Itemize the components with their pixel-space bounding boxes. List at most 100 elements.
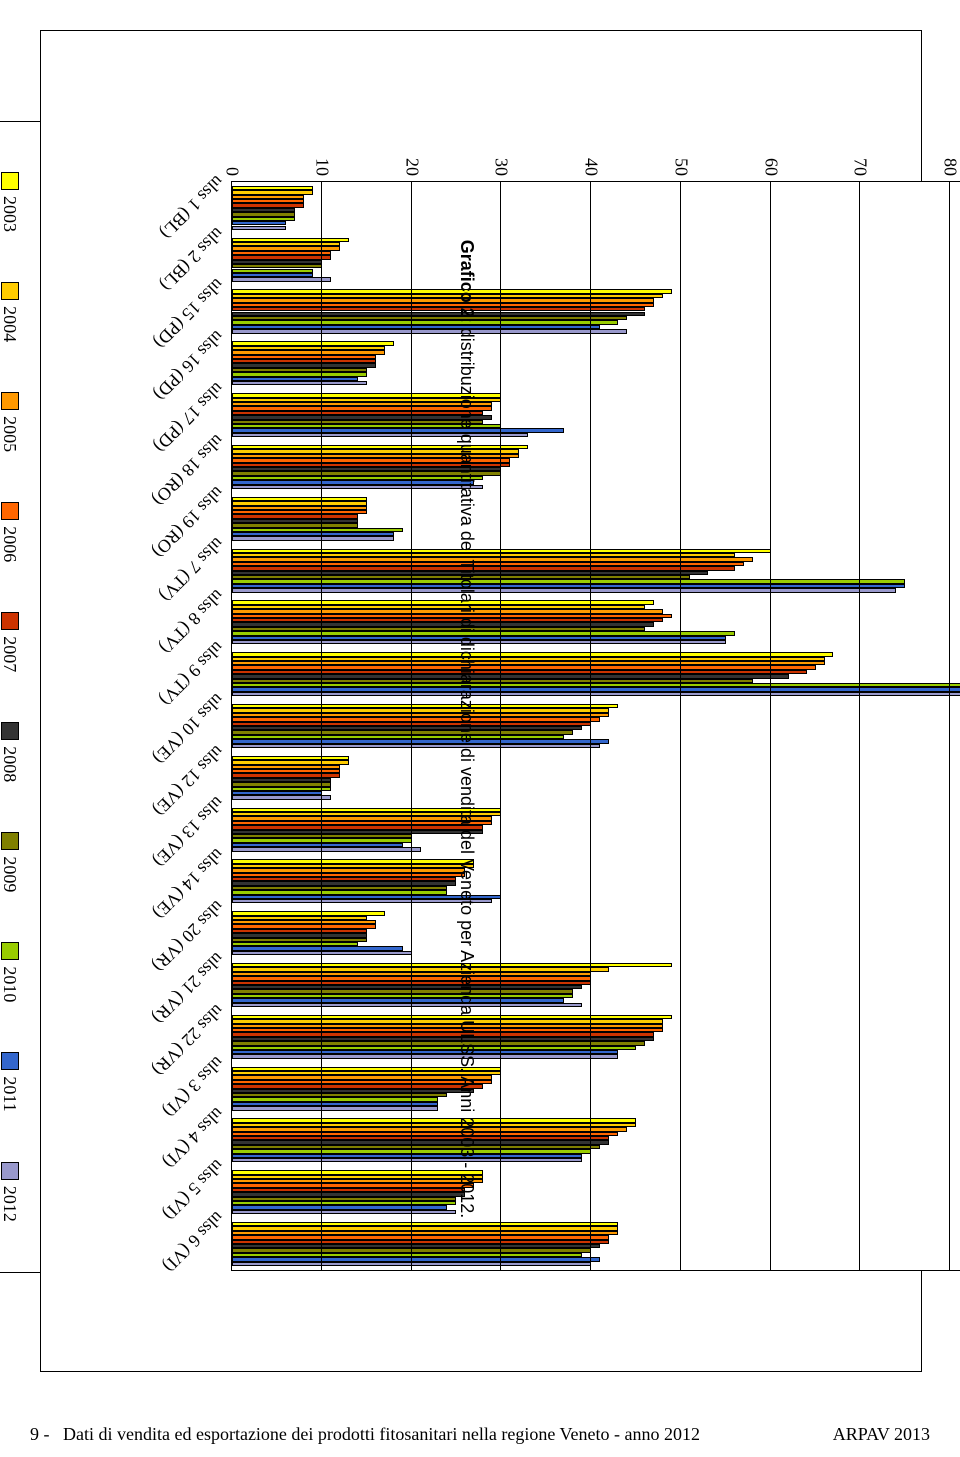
gridline — [411, 182, 412, 1270]
category-group: ulss 5 (VI) — [232, 1166, 960, 1218]
category-group: ulss 7 (TV) — [232, 545, 960, 597]
page-number: 9 — [30, 1424, 39, 1444]
legend-item: 2009 — [0, 832, 21, 892]
category-group: ulss 12 (VE) — [232, 752, 960, 804]
chart-outer-border: Titolari di esercizi di vendita n. ulss … — [40, 30, 922, 1372]
y-tick-label: 40 — [581, 158, 602, 182]
category-group: ulss 1 (BL) — [232, 182, 960, 234]
y-tick-label: 80 — [940, 158, 960, 182]
gridline — [859, 182, 860, 1270]
plot-area: ulss 1 (BL)ulss 2 (BL)ulss 15 (PD)ulss 1… — [231, 181, 960, 1271]
bar — [232, 1210, 456, 1214]
legend-label: 2006 — [0, 526, 21, 562]
legend-item: 2007 — [0, 612, 21, 672]
category-group: ulss 3 (VI) — [232, 1063, 960, 1115]
legend-label: 2003 — [0, 196, 21, 232]
category-group: ulss 15 (PD) — [232, 286, 960, 338]
legend-swatch — [1, 942, 19, 960]
bar — [232, 1054, 618, 1058]
bars-layer: ulss 1 (BL)ulss 2 (BL)ulss 15 (PD)ulss 1… — [232, 182, 960, 1270]
bar — [232, 381, 367, 385]
y-tick-label: 0 — [222, 167, 243, 182]
category-group: ulss 20 (VR) — [232, 907, 960, 959]
category-group: ulss 10 (VE) — [232, 700, 960, 752]
legend-swatch — [1, 722, 19, 740]
category-group: ulss 14 (VE) — [232, 856, 960, 908]
legend-label: 2008 — [0, 746, 21, 782]
bar — [232, 226, 286, 230]
legend-label: 2010 — [0, 966, 21, 1002]
y-tick-label: 30 — [491, 158, 512, 182]
legend-label: 2004 — [0, 306, 21, 342]
legend-swatch — [1, 1162, 19, 1180]
bar — [232, 1003, 582, 1007]
legend-item: 2008 — [0, 722, 21, 782]
legend-swatch — [1, 612, 19, 630]
gridline — [949, 182, 950, 1270]
legend-swatch — [1, 1052, 19, 1070]
bar — [232, 692, 960, 696]
category-group: ulss 17 (PD) — [232, 389, 960, 441]
footer-right: ARPAV 2013 — [833, 1424, 930, 1445]
category-group: ulss 13 (VE) — [232, 804, 960, 856]
legend-item: 2004 — [0, 282, 21, 342]
gridline — [680, 182, 681, 1270]
category-group: ulss 16 (PD) — [232, 337, 960, 389]
caption-label: Grafico 2 — [457, 239, 477, 317]
category-group: ulss 9 (TV) — [232, 648, 960, 700]
y-tick-label: 50 — [670, 158, 691, 182]
bar — [232, 899, 492, 903]
page-footer: 9 - Dati di vendita ed esportazione dei … — [30, 1424, 930, 1445]
bar — [232, 795, 331, 799]
figure-caption: Grafico 2: distribuzione quantitativa de… — [456, 239, 477, 1218]
legend-item: 2010 — [0, 942, 21, 1002]
bar — [232, 329, 627, 333]
legend-item: 2006 — [0, 502, 21, 562]
legend-swatch — [1, 502, 19, 520]
bar — [232, 485, 483, 489]
y-tick-label: 10 — [311, 158, 332, 182]
caption-text: : distribuzione quantitativa dei Titolar… — [457, 317, 477, 1218]
y-tick-label: 70 — [850, 158, 871, 182]
category-group: ulss 18 (RO) — [232, 441, 960, 493]
page-dash: - — [44, 1424, 50, 1444]
category-group: ulss 22 (VR) — [232, 1011, 960, 1063]
legend-swatch — [1, 282, 19, 300]
legend-label: 2011 — [0, 1076, 21, 1111]
bar — [232, 433, 528, 437]
gridline — [770, 182, 771, 1270]
legend: 2003 2004 2005 2006 2007 2008 2009 2010 2011 2012 — [0, 121, 41, 1273]
legend-label: 2007 — [0, 636, 21, 672]
legend-label: 2012 — [0, 1186, 21, 1222]
legend-item: 2012 — [0, 1162, 21, 1222]
bar — [232, 588, 896, 592]
category-group: ulss 21 (VR) — [232, 959, 960, 1011]
gridline — [321, 182, 322, 1270]
bar — [232, 744, 600, 748]
legend-item: 2005 — [0, 392, 21, 452]
bar — [232, 1158, 582, 1162]
bar — [232, 847, 421, 851]
page: Titolari di esercizi di vendita n. ulss … — [0, 0, 960, 1457]
bar — [232, 536, 394, 540]
category-group: ulss 19 (RO) — [232, 493, 960, 545]
y-tick-label: 20 — [401, 158, 422, 182]
gridline — [500, 182, 501, 1270]
legend-swatch — [1, 172, 19, 190]
bar — [232, 640, 726, 644]
legend-label: 2005 — [0, 416, 21, 452]
footer-text: Dati di vendita ed esportazione dei prod… — [63, 1424, 700, 1444]
chart-rotated-container: Titolari di esercizi di vendita n. ulss … — [0, 51, 960, 1351]
bar — [232, 277, 331, 281]
category-group: ulss 6 (VI) — [232, 1218, 960, 1270]
legend-item: 2003 — [0, 172, 21, 232]
category-group: ulss 8 (TV) — [232, 596, 960, 648]
gridline — [590, 182, 591, 1270]
legend-swatch — [1, 392, 19, 410]
footer-left: 9 - Dati di vendita ed esportazione dei … — [30, 1424, 700, 1445]
category-group: ulss 2 (BL) — [232, 234, 960, 286]
legend-label: 2009 — [0, 856, 21, 892]
chart-inner: Titolari di esercizi di vendita n. ulss … — [71, 121, 960, 1281]
bar — [232, 1106, 438, 1110]
legend-swatch — [1, 832, 19, 850]
